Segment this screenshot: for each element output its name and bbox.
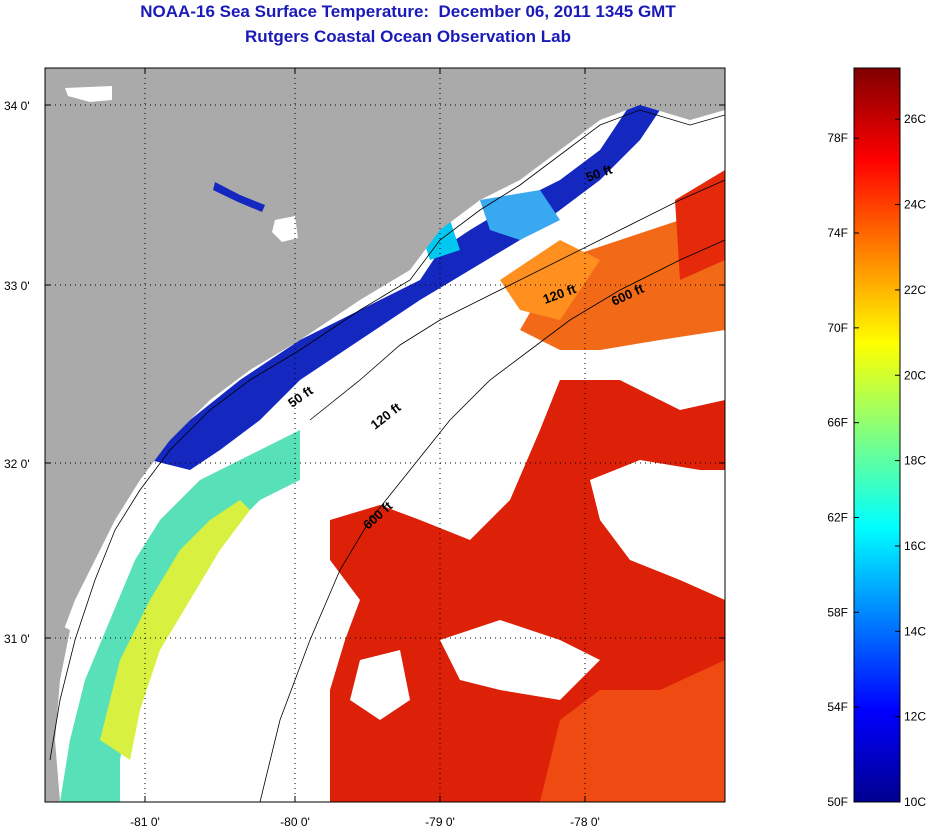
- land-mass-inland: [45, 68, 70, 802]
- lat-tick-label: 31 0': [4, 632, 30, 646]
- cloud-patch: [590, 460, 725, 600]
- colorbar-fahrenheit-label: 66F: [827, 416, 848, 430]
- lake-feature: [272, 216, 298, 242]
- ne-warm-band: [675, 170, 725, 280]
- colorbar-celsius-label: 12C: [904, 710, 926, 724]
- colorbar-fahrenheit-label: 58F: [827, 605, 848, 619]
- cloud-patch: [350, 650, 410, 720]
- cool-water-patch: [480, 190, 560, 240]
- lat-tick-label: 34 0': [4, 99, 30, 113]
- colorbar-celsius-scale: 26C 24C 22C 20C 18C 16C 14C 12C 10C: [895, 112, 926, 809]
- cloud-patch: [620, 380, 700, 400]
- colorbar-fahrenheit-label: 54F: [827, 700, 848, 714]
- colorbar-celsius-label: 22C: [904, 283, 926, 297]
- land-mass: [45, 68, 725, 760]
- colorbar-celsius-label: 14C: [904, 624, 926, 638]
- colorbar-fahrenheit-label: 50F: [827, 795, 848, 809]
- offshore-warm-water: [540, 660, 725, 802]
- coastline: [49, 109, 725, 761]
- lat-tick-label: 32 0': [4, 457, 30, 471]
- colorbar-celsius-label: 26C: [904, 112, 926, 126]
- colorbar-gradient: [853, 67, 901, 803]
- graticule: [45, 68, 725, 802]
- lon-tick-label: -79 0': [425, 815, 455, 829]
- frame-ticks: [45, 68, 725, 802]
- cloud-patch: [440, 620, 600, 700]
- map-title: NOAA-16 Sea Surface Temperature: Decembe…: [140, 2, 676, 21]
- colorbar-celsius-label: 10C: [904, 795, 926, 809]
- colorbar-celsius-label: 18C: [904, 454, 926, 468]
- colorbar: 78F 74F 70F 66F 62F 58F 54F 50F 26C 24C 22C 20C 18C…: [827, 67, 926, 809]
- colorbar-fahrenheit-label: 62F: [827, 511, 848, 525]
- colorbar-fahrenheit-label: 74F: [827, 226, 848, 240]
- map-area: 50 ft 120 ft 600 ft 50 ft 120 ft 600 ft: [45, 68, 725, 802]
- isobath-contour: [259, 239, 725, 802]
- isobath-contour: [309, 179, 725, 421]
- colorbar-fahrenheit-label: 78F: [827, 131, 848, 145]
- lon-tick-label: -80 0': [280, 815, 310, 829]
- lake-feature: [65, 86, 112, 102]
- lat-tick-label: 33 0': [4, 279, 30, 293]
- map-frame: [44, 67, 726, 803]
- lon-tick-label: -78 0': [570, 815, 600, 829]
- mid-shelf-orange-patch: [500, 240, 600, 320]
- colorbar-fahrenheit-label: 70F: [827, 321, 848, 335]
- colorbar-celsius-label: 16C: [904, 539, 926, 553]
- colorbar-celsius-label: 24C: [904, 198, 926, 212]
- colorbar-fahrenheit-scale: 78F 74F 70F 66F 62F 58F 54F 50F: [827, 131, 859, 809]
- shelf-break-warm-patch: [520, 200, 725, 350]
- colorbar-celsius-label: 20C: [904, 368, 926, 382]
- nearshore-yellow-band: [100, 500, 250, 760]
- map-subtitle: Rutgers Coastal Ocean Observation Lab: [245, 27, 571, 46]
- river-cold-feature: [213, 182, 265, 212]
- nearshore-cold-water: [150, 72, 660, 470]
- lon-tick-label: -81 0': [130, 815, 160, 829]
